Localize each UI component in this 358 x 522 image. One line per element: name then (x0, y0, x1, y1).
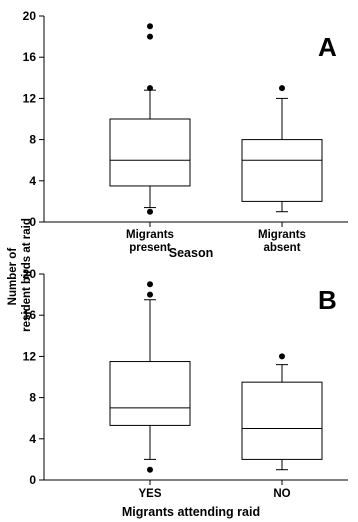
panel-b-label: B (318, 285, 337, 315)
panel-a-x-axis-label: Season (169, 246, 213, 260)
panel-b-category-label: NO (273, 488, 290, 500)
panel-a-category-label: Migrants absent (258, 229, 306, 254)
panel-a-y-tick-label: 20 (23, 9, 37, 23)
panel-b-box (109, 361, 191, 426)
panel-b-category-label-line: YES (138, 488, 161, 500)
panel-a-label: A (318, 32, 337, 62)
panel-a-y-tick-label: 4 (29, 174, 36, 188)
panel-b-outlier-point (147, 281, 153, 288)
y-axis-label-line-1: Number of (7, 248, 19, 306)
panel-a-box (241, 139, 323, 202)
panel-b-y-tick-label: 16 (23, 308, 37, 322)
panel-b-y-tick-label: 12 (23, 349, 37, 363)
panel-a-y-tick-label: 0 (29, 215, 36, 229)
panel-a-box (109, 118, 191, 187)
panel-b-outlier-point (147, 291, 153, 298)
panel-a-category-label-line: Migrants (258, 229, 306, 241)
panel-b-y-tick-label: 4 (29, 432, 36, 446)
panel-a-category-label-line: Migrants (126, 229, 174, 241)
panel-a-outlier-point (147, 33, 153, 40)
panel-b-category-label-line: NO (273, 488, 290, 500)
panel-a-y-tick-label: 8 (29, 133, 36, 147)
panel-b-y-tick-label: 8 (29, 391, 36, 405)
panel-a-category-label-line: absent (263, 242, 300, 254)
panel-a-category-label: Migrants present (126, 229, 174, 254)
panel-a-outlier-point (147, 208, 153, 215)
panel-b-y-tick-label: 0 (29, 473, 36, 487)
y-axis-label-line-2: resident birds at raid (21, 218, 33, 332)
y-axis-label: Number of resident birds at raid (7, 218, 33, 332)
panel-b-x-axis-label: Migrants attending raid (122, 505, 260, 519)
panel-b-outlier-point (147, 466, 153, 473)
panel-a-outlier-point (147, 23, 153, 30)
panel-a-outlier-point (147, 85, 153, 92)
panel-b-box (241, 381, 323, 460)
panel-b-outlier-point (279, 353, 285, 360)
panel-a-category-label-line: present (129, 242, 171, 254)
panel-a-y-tick-label: 16 (23, 50, 37, 64)
panel-b-category-label: YES (138, 488, 161, 500)
panel-b-y-tick-label: 20 (23, 267, 37, 281)
panel-b: B Migrants attending raid 0 4 8 12 16 20 YES NO (23, 267, 348, 519)
panel-a-outlier-point (279, 85, 285, 92)
panel-a-y-tick-label: 12 (23, 91, 37, 105)
